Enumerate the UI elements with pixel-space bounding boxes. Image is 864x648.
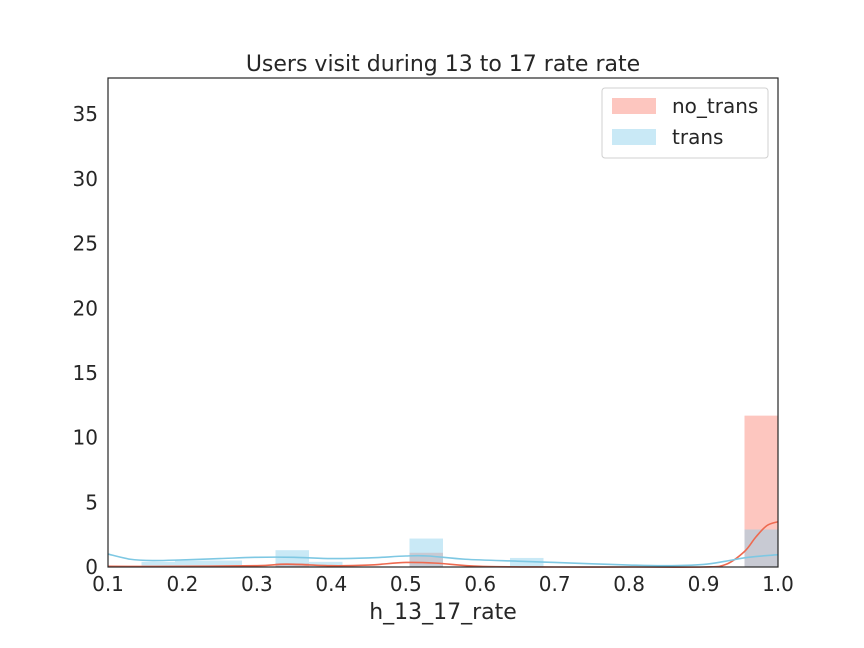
legend-label-no-trans: no_trans [672, 94, 758, 118]
bar-trans-0 [141, 561, 175, 567]
x-tick-label: 0.4 [315, 572, 347, 596]
bar-no-trans-0 [275, 563, 309, 567]
x-tick-label: 0.7 [539, 572, 571, 596]
x-tick-label: 0.6 [464, 572, 496, 596]
y-tick-label: 10 [73, 426, 98, 450]
legend: no_trans trans [601, 87, 769, 159]
bars-layer [141, 415, 778, 567]
y-tick-label: 0 [85, 555, 98, 579]
kde-line-trans [107, 553, 779, 567]
legend-swatch-no-trans [612, 98, 656, 114]
x-tick-label: 0.5 [390, 572, 422, 596]
y-tick-label: 5 [85, 490, 98, 514]
legend-swatch-trans [612, 129, 656, 145]
x-tick-label: 1.0 [762, 572, 794, 596]
bar-trans-1 [175, 560, 209, 567]
x-tick-label: 0.9 [688, 572, 720, 596]
x-axis-label: h_13_17_rate [369, 600, 517, 625]
kde-line-no-trans [107, 520, 779, 568]
plot-frame [107, 77, 779, 568]
y-tick-label: 25 [73, 232, 98, 256]
x-tick-label: 0.8 [613, 572, 645, 596]
bar-trans-4 [309, 561, 343, 567]
bar-trans-6 [510, 557, 544, 567]
bar-trans-7 [744, 529, 778, 567]
x-tick-label: 0.1 [92, 572, 124, 596]
y-tick-label: 20 [73, 296, 98, 320]
y-tick-label: 35 [73, 102, 98, 126]
bar-no-trans-2 [744, 415, 778, 567]
bar-trans-2 [208, 560, 242, 567]
legend-box [601, 87, 769, 159]
x-tick-label: 0.2 [167, 572, 199, 596]
y-tick-label: 15 [73, 361, 98, 385]
y-tick-label: 30 [73, 167, 98, 191]
x-tick-label: 0.3 [241, 572, 273, 596]
chart-title: Users visit during 13 to 17 rate rate [246, 52, 640, 77]
bar-trans-3 [275, 550, 309, 567]
y-tick-labels: 0 5 10 15 20 25 30 35 [73, 102, 98, 579]
x-tick-labels: 0.1 0.2 0.3 0.4 0.5 0.6 0.7 0.8 0.9 1.0 [92, 572, 794, 596]
kde-layer [107, 520, 779, 568]
legend-label-trans: trans [672, 125, 723, 149]
